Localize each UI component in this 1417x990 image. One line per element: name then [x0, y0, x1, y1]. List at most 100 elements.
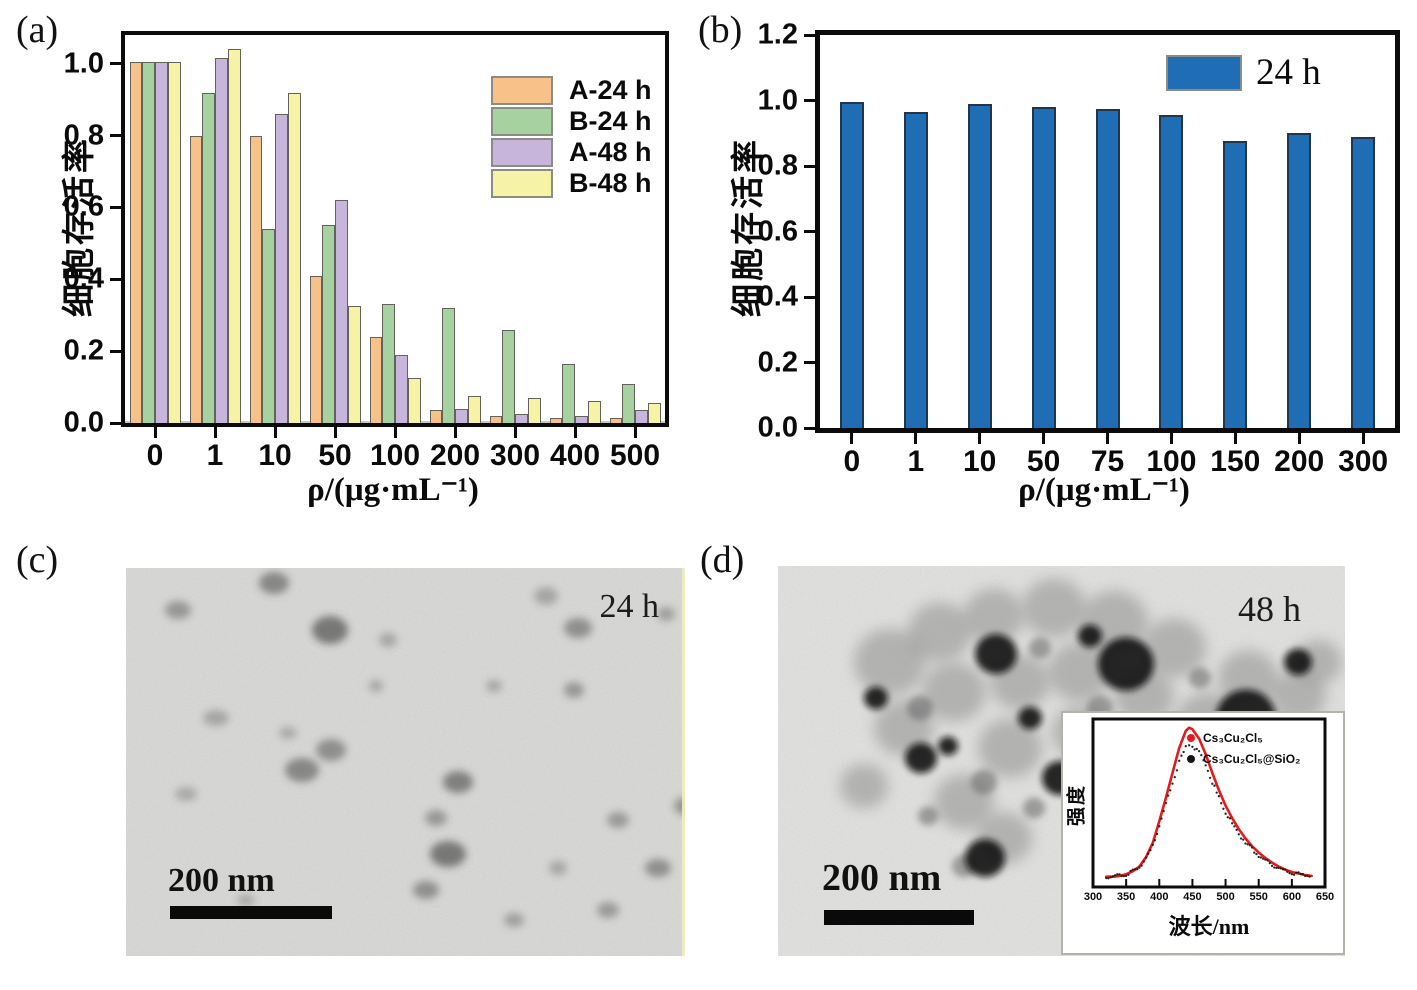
spectrum-marker-black [1275, 866, 1278, 870]
nanoparticle-blob [908, 602, 972, 662]
nanoparticle-blob [316, 739, 346, 761]
panel-c-label: (c) [16, 539, 59, 581]
x-tick-label: 50 [318, 439, 352, 472]
spectrum-marker-black [1107, 877, 1110, 880]
nanoparticle-blob [425, 810, 447, 826]
x-tick-label: 300 [489, 439, 541, 472]
x-tick [393, 427, 397, 438]
inset-x-tick-label: 400 [1150, 891, 1169, 903]
nanoparticle-blob [165, 601, 191, 619]
x-tick [1297, 433, 1301, 444]
legend-item: A-24 h [491, 75, 652, 106]
legend-swatch [491, 138, 553, 167]
spectrum-marker-black [1166, 794, 1170, 797]
inset-x-tick-label: 350 [1116, 891, 1136, 903]
bar [1223, 141, 1248, 428]
spectrum-marker-black [1122, 874, 1126, 878]
nanoparticle-blob [1078, 624, 1102, 648]
nanoparticle-blob [607, 812, 629, 828]
inset-spectrum-chart: 300 350 400 450 500 550 600 650 波长/nm 强度 Cs₃Cu₂… [1061, 711, 1345, 955]
bar [1095, 108, 1120, 428]
spectrum-marker-black [1261, 857, 1265, 860]
spectrum-marker-black [1308, 875, 1311, 878]
spectrum-marker-black [1284, 868, 1287, 871]
spectrum-marker-black [1303, 874, 1307, 878]
nanoparticle-blob [430, 841, 466, 867]
bar [347, 306, 361, 423]
bar [622, 383, 636, 423]
x-tick [273, 427, 277, 438]
bar [549, 417, 563, 423]
x-tick-label: 200 [429, 439, 481, 472]
legend-marker-dot [1187, 754, 1195, 763]
bar [407, 378, 421, 423]
spectrum-marker-black [1253, 851, 1256, 854]
x-tick [333, 427, 337, 438]
spectrum-marker-black [1124, 874, 1128, 878]
spectrum-marker-black [1193, 748, 1196, 751]
spectrum-marker-black [1257, 855, 1260, 859]
y-axis-title-b: 细胞存活率 [729, 137, 766, 317]
bar [129, 61, 143, 423]
legend-a: A-24 h B-24 h A-48 h B-48 h [491, 75, 652, 199]
nanoparticle-blob [1048, 642, 1112, 702]
spectrum-marker-black [1131, 868, 1134, 871]
bar [309, 275, 323, 423]
spectrum-marker-black [1231, 822, 1234, 825]
inset-legend-item: Cs₃Cu₂Cl₅ [1187, 727, 1300, 748]
spectrum-marker-black [1279, 867, 1282, 870]
bar [635, 410, 648, 423]
x-tick [453, 427, 457, 438]
time-badge-d: 48 h [1238, 589, 1301, 629]
nanoparticle-blob [840, 763, 888, 809]
spectrum-marker-black [1277, 866, 1280, 870]
inset-x-tick-label: 600 [1282, 891, 1302, 903]
nanoparticle-blob [279, 727, 297, 739]
bar [967, 103, 992, 428]
nanoparticle-blob [1294, 639, 1342, 685]
tem-micrograph-c [126, 568, 685, 956]
spectrum-marker-black [1268, 861, 1271, 865]
inset-x-axis-title: 波长/nm [1168, 914, 1250, 939]
y-tick-label: 0.2 [757, 346, 798, 378]
spectrum-marker-black [1182, 750, 1185, 754]
panel-a-label: (a) [16, 9, 59, 51]
y-tick [804, 230, 815, 233]
nanoparticle-blob [597, 902, 619, 918]
nanoparticle-blob [657, 607, 675, 621]
spectrum-marker-black [1217, 795, 1221, 798]
spectrum-marker-black [1281, 868, 1285, 871]
legend-label: B-48 h [569, 168, 652, 198]
spectrum-marker-black [1295, 871, 1298, 874]
y-tick [804, 33, 815, 37]
y-tick [110, 421, 121, 425]
spectrum-marker-black [1197, 749, 1201, 753]
spectrum-marker-black [1259, 856, 1263, 859]
nanoparticle-blob [854, 628, 926, 696]
spectrum-marker-black [1180, 754, 1183, 757]
x-tick-label: 150 [1210, 445, 1261, 478]
bar [527, 397, 541, 423]
nanoparticle-blob [971, 769, 997, 795]
spectrum-marker-black [1206, 769, 1210, 773]
y-tick-label: 0.6 [757, 215, 798, 247]
spectrum-marker-black [1191, 745, 1194, 748]
spectrum-marker-black [1266, 859, 1269, 862]
bar [202, 92, 216, 423]
y-tick-label: 0.2 [63, 334, 104, 367]
nanoparticle-blob [369, 680, 383, 692]
bar [335, 200, 348, 423]
nanoparticle-blob [1142, 618, 1206, 678]
x-tick-label: 10 [963, 445, 997, 478]
bar [322, 225, 336, 423]
spectrum-marker-black [1175, 769, 1179, 772]
bar [455, 408, 468, 423]
bar [167, 61, 181, 423]
x-tick-label: 75 [1090, 445, 1125, 478]
x-tick-label: 100 [1146, 445, 1197, 478]
nanoparticle-blob [905, 742, 937, 774]
spectrum-marker-black [1149, 848, 1152, 852]
y-tick-label: 0.4 [63, 262, 104, 295]
spectrum-marker-black [1213, 784, 1216, 787]
